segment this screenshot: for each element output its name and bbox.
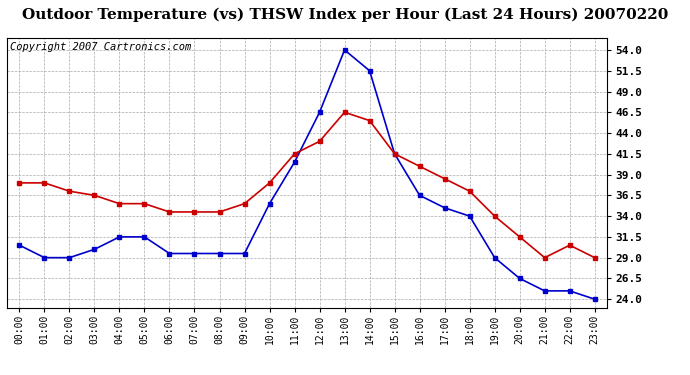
Text: Copyright 2007 Cartronics.com: Copyright 2007 Cartronics.com bbox=[10, 42, 191, 51]
Text: Outdoor Temperature (vs) THSW Index per Hour (Last 24 Hours) 20070220: Outdoor Temperature (vs) THSW Index per … bbox=[22, 8, 668, 22]
